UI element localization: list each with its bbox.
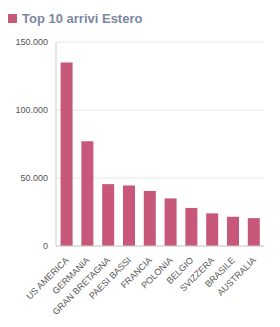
svg-text:US AMERICA: US AMERICA <box>24 255 71 302</box>
svg-text:AUSTRALIA: AUSTRALIA <box>215 255 257 297</box>
svg-text:0: 0 <box>43 241 48 251</box>
svg-text:GERMANIA: GERMANIA <box>50 255 92 297</box>
svg-text:GRAN BRETAGNA: GRAN BRETAGNA <box>50 255 113 317</box>
svg-text:BRASILE: BRASILE <box>203 255 237 290</box>
svg-text:POLONIA: POLONIA <box>139 255 175 291</box>
svg-text:150.000: 150.000 <box>15 37 48 47</box>
svg-text:BELGIO: BELGIO <box>164 255 196 286</box>
svg-text:PAESI BASSI: PAESI BASSI <box>87 255 133 301</box>
svg-text:FRANCIA: FRANCIA <box>118 255 154 291</box>
svg-text:SVIZZERA: SVIZZERA <box>178 255 217 294</box>
svg-text:100.000: 100.000 <box>15 105 48 115</box>
svg-text:50.000: 50.000 <box>20 173 48 183</box>
html-text:Top 10 arrivi Estero: Top 10 arrivi Estero <box>22 10 143 26</box>
